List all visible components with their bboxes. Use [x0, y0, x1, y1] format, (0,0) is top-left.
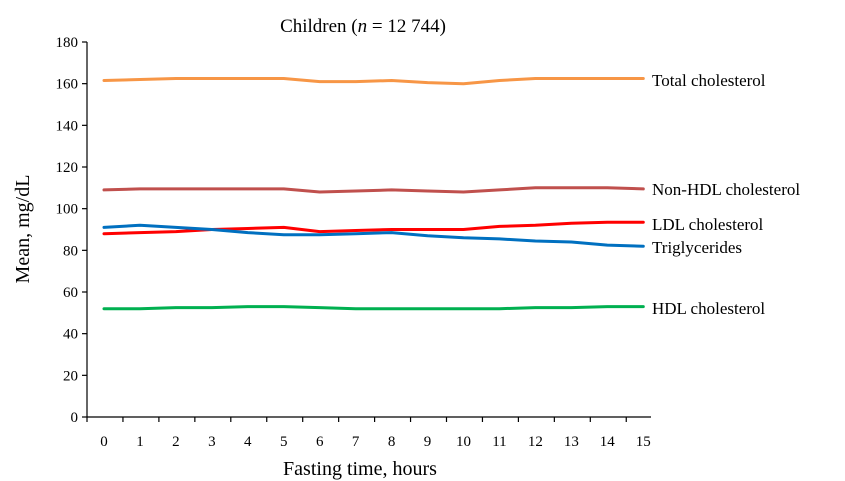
- x-axis-ticks: 0 1 2 3 4 5 6 7 8 9 10 11 12 13 14 15: [86, 417, 651, 450]
- y-tick-label: 40: [63, 327, 78, 343]
- series-line-hdl-cholesterol: [102, 305, 645, 311]
- series-line-triglycerides: [102, 223, 645, 248]
- x-tick-label: 13: [564, 434, 579, 450]
- x-tick-label: 1: [136, 434, 144, 450]
- y-tick-label: 140: [56, 118, 79, 134]
- x-tick-label: 9: [424, 434, 432, 450]
- x-tick-label: 7: [352, 434, 360, 450]
- y-tick-label: 80: [63, 243, 78, 259]
- x-tick-label: 12: [528, 434, 543, 450]
- x-axis-title: Fasting time, hours: [283, 458, 437, 480]
- series-line-total-cholesterol: [102, 77, 645, 86]
- x-tick-label: 11: [492, 434, 506, 450]
- chart-title: Children (n = 12 744): [280, 16, 446, 37]
- x-tick-label: 2: [172, 434, 180, 450]
- x-tick-label: 8: [388, 434, 396, 450]
- series-label-triglycerides: Triglycerides: [652, 238, 742, 257]
- series-label-ldl-cholesterol: LDL cholesterol: [652, 215, 764, 234]
- x-tick-label: 5: [280, 434, 288, 450]
- series-label-hdl-cholesterol: HDL cholesterol: [652, 299, 765, 318]
- series-labels: Total cholesterol Non-HDL cholesterol LDL …: [652, 71, 800, 318]
- series-line-ldl-cholesterol: [102, 220, 645, 236]
- series-lines: [102, 77, 645, 311]
- x-tick-label: 15: [636, 434, 651, 450]
- y-tick-label: 20: [63, 368, 78, 384]
- y-tick-label: 180: [56, 35, 79, 51]
- y-axis-title: Mean, mg/dL: [12, 175, 34, 284]
- y-axis-ticks: 0 20 40 60 80 100 120 140 160 180: [56, 35, 87, 426]
- x-tick-label: 3: [208, 434, 216, 450]
- y-tick-label: 120: [56, 160, 79, 176]
- x-tick-label: 4: [244, 434, 252, 450]
- y-tick-label: 100: [56, 202, 79, 218]
- y-tick-label: 0: [71, 410, 79, 426]
- chart-title-suffix: = 12 744): [367, 16, 446, 37]
- series-line-non-hdl-cholesterol: [102, 186, 645, 194]
- chart-title-n: n: [358, 16, 368, 37]
- y-tick-label: 160: [56, 77, 79, 93]
- x-tick-label: 10: [456, 434, 471, 450]
- chart-title-prefix: Children (: [280, 16, 358, 37]
- x-tick-label: 0: [100, 434, 108, 450]
- x-tick-label: 14: [600, 434, 616, 450]
- y-tick-label: 60: [63, 285, 78, 301]
- x-tick-label: 6: [316, 434, 324, 450]
- series-label-non-hdl-cholesterol: Non-HDL cholesterol: [652, 180, 800, 199]
- series-label-total-cholesterol: Total cholesterol: [652, 71, 766, 90]
